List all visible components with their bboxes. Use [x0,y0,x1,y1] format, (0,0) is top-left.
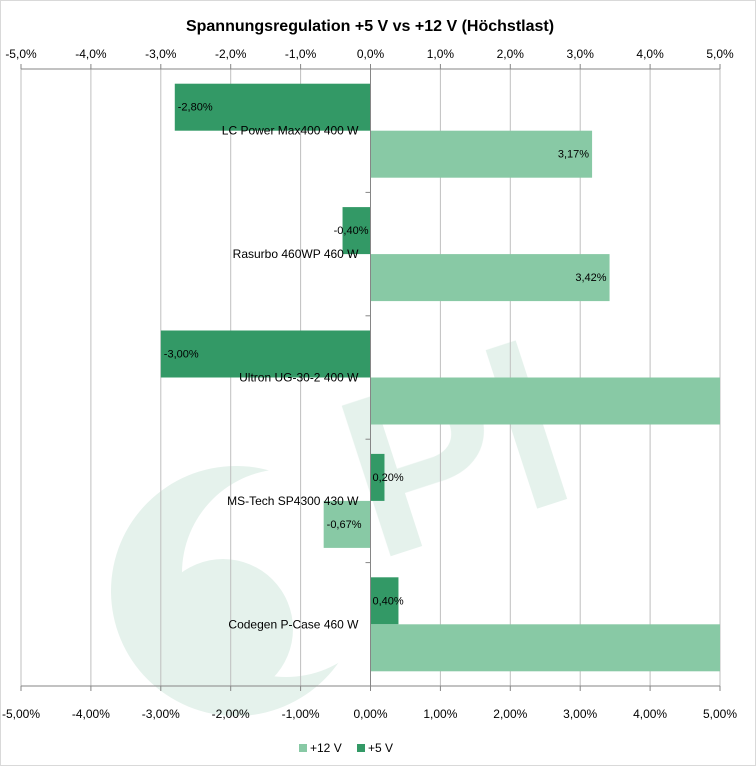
top-tick-label: -2,0% [215,47,247,61]
category-label: Codegen P-Case 460 W [228,617,359,631]
bottom-tick-label: -2,00% [212,707,250,721]
axes: -5,0% -5,00% -4,0% -4,00% -3,0% -3,00% -2,0% -2… [2,47,737,721]
top-tick-label: 4,0% [636,47,664,61]
category-label: Ultron UG-30-2 400 W [239,371,359,385]
top-tick-label: 5,0% [706,47,734,61]
bottom-tick-label: -5,00% [2,707,40,721]
bar-plus5v [174,83,371,131]
bar-plus5v [342,207,371,255]
bottom-tick-label: 2,00% [493,707,527,721]
legend-label: +5 V [368,741,393,755]
bottom-tick-label: -4,00% [72,707,110,721]
top-tick-label: 1,0% [427,47,455,61]
top-tick-label: 2,0% [497,47,525,61]
top-tick-label: -3,0% [145,47,177,61]
top-tick-label: -4,0% [75,47,107,61]
data-label: 0,20% [373,472,404,484]
data-label: 0,40% [373,595,404,607]
top-tick-label: 3,0% [567,47,595,61]
bar-plus5v [160,330,371,378]
data-label: -2,80% [178,102,213,114]
data-label: -0,40% [334,225,369,237]
bar-plus12v [370,624,720,672]
bar-plus5v [370,453,385,501]
category-label: MS-Tech SP4300 430 W [227,494,359,508]
bar-plus12v [370,377,720,425]
bottom-tick-label: 3,00% [563,707,597,721]
legend-label: +12 V [310,741,342,755]
legend-swatch [299,744,307,752]
chart-title: Spannungsregulation +5 V vs +12 V (Höchs… [186,18,554,35]
data-label: 3,42% [575,272,606,284]
top-tick-label: -5,0% [5,47,37,61]
bar-plus5v [370,577,399,625]
bottom-tick-label: -1,00% [282,707,320,721]
legend-swatch [357,744,365,752]
data-label: 3,17% [558,149,589,161]
bottom-tick-label: 5,00% [703,707,737,721]
bars: -2,80% 3,17% LC Power Max400 400 W -0,40% 3,… [160,83,720,672]
bar-plus12v [370,130,593,178]
bottom-tick-label: 4,00% [633,707,667,721]
top-tick-label: 0,0% [357,47,385,61]
category-label: Rasurbo 460WP 460 W [233,247,360,261]
data-label: -3,00% [164,349,199,361]
bottom-tick-label: -3,00% [142,707,180,721]
bar-plus12v [323,500,371,548]
bar-plus12v [370,254,610,302]
data-label: -0,67% [327,519,362,531]
legend: +12 V +5 V [299,741,393,755]
bottom-tick-label: 1,00% [423,707,457,721]
top-tick-label: -1,0% [285,47,317,61]
bottom-tick-label: 0,00% [353,707,387,721]
category-label: LC Power Max400 400 W [222,124,359,138]
